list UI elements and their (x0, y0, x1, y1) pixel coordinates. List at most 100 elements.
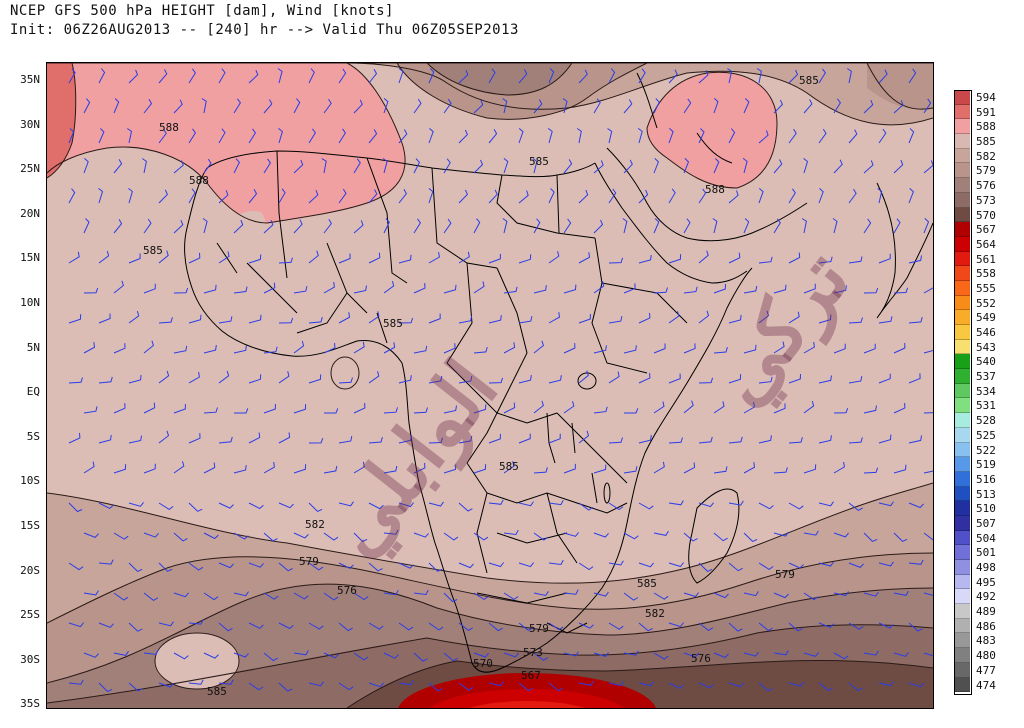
wind-barb (68, 562, 84, 571)
wind-barb (788, 622, 803, 632)
legend-swatch (954, 354, 970, 370)
color-legend: 594 591 588 585 582 579 576 573 570 567 564 561 558 5… (954, 90, 1018, 693)
wind-barb (98, 682, 113, 693)
wind-barb (653, 592, 669, 600)
wind-barb (848, 188, 857, 204)
wind-barb (173, 461, 185, 474)
wind-barb (893, 590, 909, 596)
wind-barb (263, 532, 278, 542)
wind-barb (833, 461, 845, 474)
wind-barb (833, 159, 843, 174)
contour-label: 585 (207, 685, 227, 698)
wind-barb (353, 461, 365, 474)
wind-barb (893, 402, 906, 414)
wind-barb (488, 622, 503, 632)
legend-value: 540 (976, 355, 996, 369)
legend-entry: 507 (954, 515, 1018, 531)
wind-barb (624, 408, 639, 414)
wind-barb (548, 559, 564, 566)
wind-barb (83, 218, 90, 234)
wind-barb (773, 650, 789, 656)
wind-barb (203, 407, 218, 414)
wind-barb (201, 98, 207, 114)
wind-barb (293, 650, 309, 656)
wind-barb (863, 532, 878, 542)
wind-barb (383, 98, 389, 114)
contour-label: 567 (521, 669, 541, 682)
wind-barb (428, 68, 435, 84)
wind-barb (758, 188, 764, 204)
wind-barb (263, 99, 273, 114)
wind-barb (68, 622, 84, 628)
wind-barb (488, 68, 496, 84)
wind-barb (818, 314, 832, 324)
contour-label: 585 (529, 155, 549, 168)
wind-barb (878, 316, 893, 324)
wind-barb (653, 401, 665, 414)
wind-barb (728, 374, 742, 384)
wind-barb (203, 462, 216, 474)
wind-barb (608, 188, 617, 204)
wind-barb (503, 158, 509, 174)
wind-barb (248, 128, 257, 144)
wind-barb (308, 374, 322, 384)
wind-barb (83, 98, 91, 114)
wind-barb (338, 501, 354, 507)
wind-barb (713, 347, 728, 354)
legend-entry: 546 (954, 325, 1018, 340)
legend-swatch (954, 148, 970, 164)
wind-barb (503, 652, 519, 658)
wind-barb (383, 465, 398, 474)
wind-barb (473, 652, 489, 658)
wind-barb (113, 219, 123, 234)
legend-value: 501 (976, 546, 996, 560)
wind-barb (638, 435, 652, 444)
wind-barb (758, 622, 773, 632)
wind-barb (728, 500, 744, 506)
wind-barb (128, 622, 143, 632)
wind-barb (698, 502, 714, 508)
wind-barb (128, 501, 144, 507)
wind-barb (743, 98, 750, 114)
wind-barb (488, 315, 502, 324)
wind-barb (383, 280, 395, 294)
wind-barb (488, 499, 504, 505)
map-panel: 588 588 585 585 585 588 585 585 582 579 … (46, 62, 934, 709)
legend-entry: 495 (954, 574, 1018, 590)
wind-barb (443, 343, 456, 354)
wind-barb (98, 250, 110, 264)
wind-barb (278, 562, 293, 572)
wind-barb (593, 280, 605, 294)
wind-barb (293, 98, 301, 114)
wind-barb (548, 68, 555, 84)
wind-barb (233, 532, 249, 540)
wind-barb (923, 287, 933, 294)
wind-barb (143, 218, 152, 234)
wind-barb (863, 650, 879, 656)
wind-barb (323, 532, 339, 541)
wind-barb (713, 652, 729, 659)
legend-swatch (954, 545, 970, 560)
wind-barb (368, 682, 384, 688)
wind-barb (923, 218, 930, 234)
wind-barb (833, 285, 847, 294)
legend-entry: 489 (954, 604, 1018, 619)
wind-barb (263, 282, 276, 294)
contour-label: 585 (499, 460, 519, 473)
legend-swatch (954, 589, 970, 605)
wind-barb (488, 253, 501, 264)
wind-barb (248, 374, 262, 384)
wind-barb (533, 652, 549, 661)
legend-swatch (954, 383, 970, 399)
wind-barb (382, 158, 388, 174)
wind-barb (923, 412, 933, 414)
legend-entry: 501 (954, 545, 1018, 560)
contour-label: 585 (799, 74, 819, 87)
wind-barb (98, 68, 106, 84)
wind-barb (893, 342, 906, 354)
legend-swatch (954, 280, 970, 296)
legend-swatch (954, 119, 970, 135)
wind-barb (848, 502, 863, 512)
wind-barb (278, 682, 293, 692)
legend-swatch (954, 574, 970, 590)
